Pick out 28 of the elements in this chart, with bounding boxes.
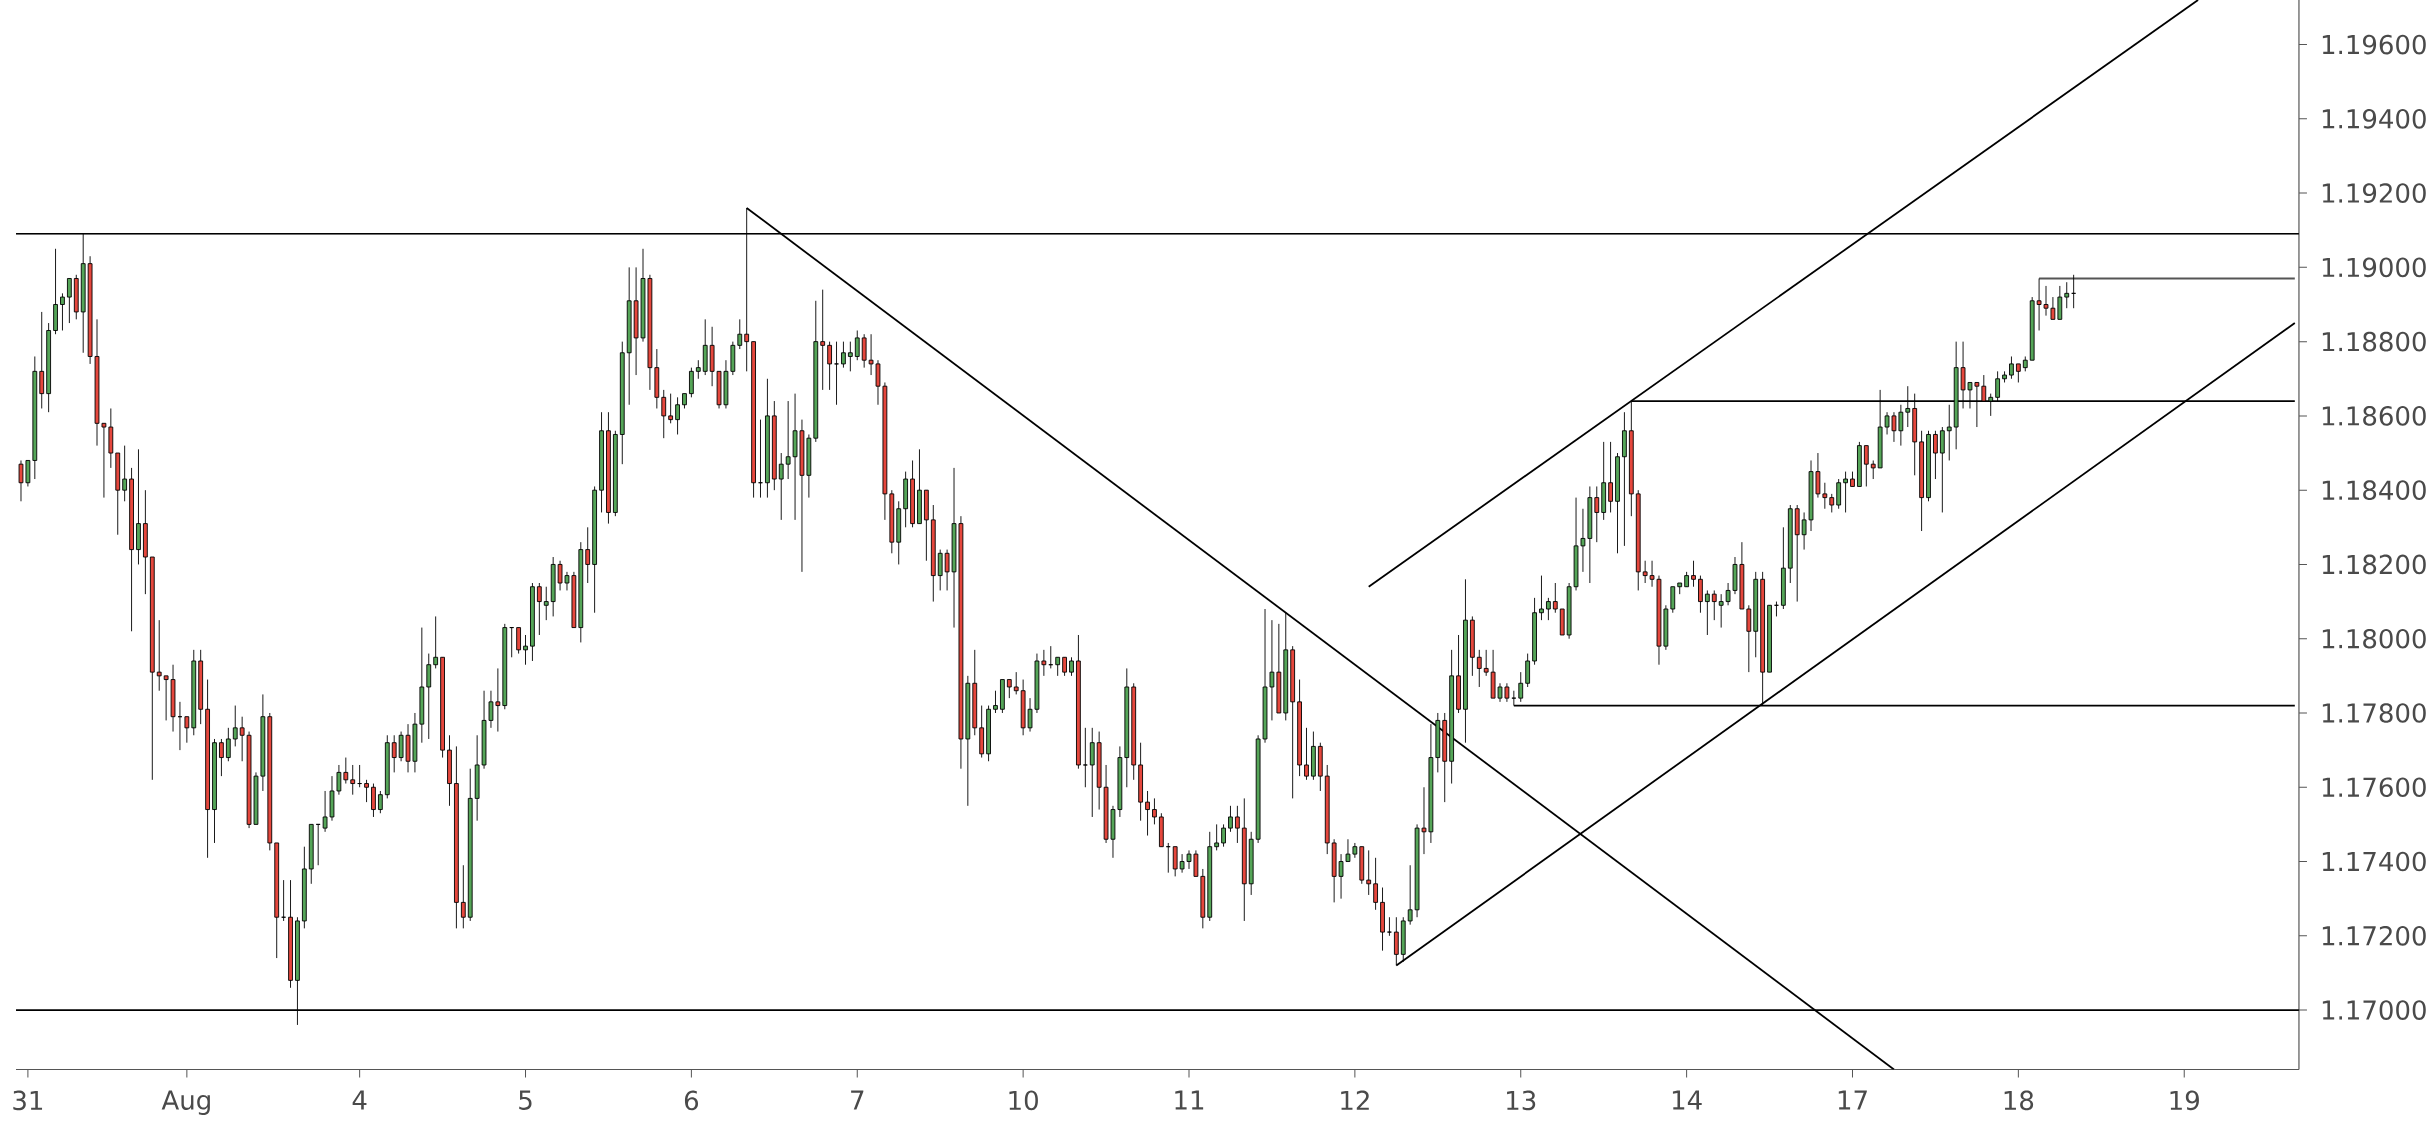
x-tick-label: 11 [1175, 1090, 1204, 1110]
x-tick-label: 13 [1507, 1090, 1536, 1111]
y-tick-label: 1.18200 [2322, 554, 2426, 575]
y-tick-label: 1.19600 [2322, 34, 2426, 55]
x-tick-label: 6 [684, 1090, 699, 1111]
y-tick-label: 1.17800 [2322, 703, 2426, 723]
x-tick-label: 12 [1341, 1090, 1369, 1110]
x-tick-label: 31 [13, 1090, 43, 1111]
y-tick-label: 1.18000 [2322, 628, 2426, 649]
y-tick-label: 1.19400 [2322, 108, 2426, 129]
y-tick-label: 1.19000 [2322, 257, 2426, 278]
y-tick-label: 1.18800 [2322, 331, 2426, 352]
y-tick-label: 1.17200 [2322, 925, 2426, 946]
x-tick-label: 14 [1672, 1090, 1702, 1110]
x-tick-label: 19 [2170, 1090, 2199, 1111]
y-tick-label: 1.17400 [2322, 851, 2426, 872]
y-tick-label: 1.18400 [2322, 480, 2426, 501]
x-tick-label: 5 [519, 1090, 532, 1110]
y-tick-label: 1.17600 [2322, 777, 2426, 798]
y-tick-label: 1.18600 [2322, 406, 2426, 426]
y-tick-label: 1.17000 [2322, 1000, 2426, 1020]
x-tick-label: 17 [1838, 1090, 1867, 1110]
x-tick-label: Aug [161, 1090, 210, 1115]
x-tick-label: 4 [352, 1090, 367, 1110]
x-tick-label: 18 [2004, 1090, 2034, 1111]
y-tick-label: 1.19200 [2322, 183, 2426, 203]
x-tick-label: 10 [1009, 1090, 1038, 1111]
x-tick-label: 7 [851, 1090, 864, 1110]
